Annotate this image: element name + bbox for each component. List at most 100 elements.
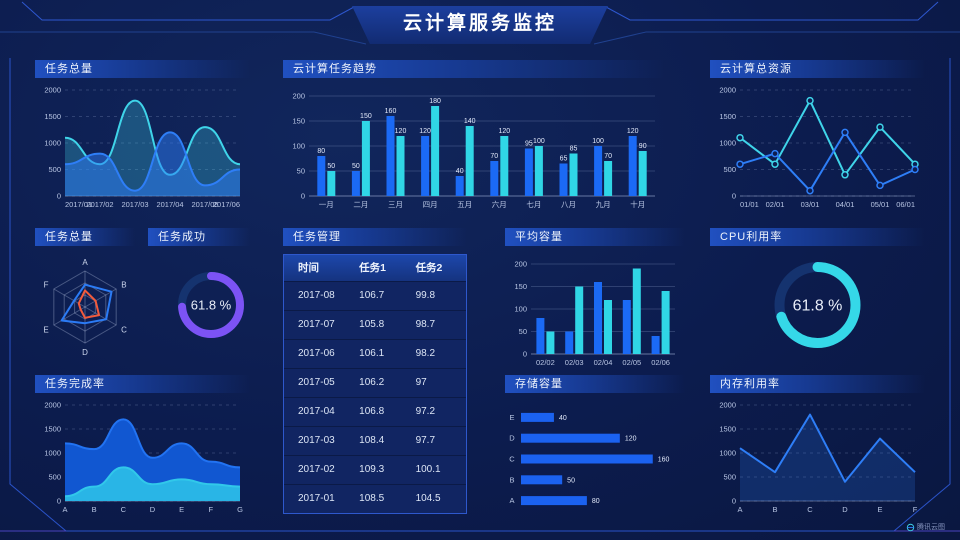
table-cell: 98.7 — [415, 319, 436, 330]
svg-text:1000: 1000 — [44, 449, 61, 458]
table-row: 2017-05 106.2 97 — [284, 368, 466, 397]
svg-text:61.8 %: 61.8 % — [191, 298, 232, 313]
panel-task-complete: 任务完成率 0 500 1000 1500 2000 A B C D E F G — [35, 375, 250, 515]
table-cell: 97 — [415, 377, 427, 388]
svg-text:0: 0 — [301, 192, 305, 201]
svg-text:150: 150 — [360, 113, 372, 120]
svg-text:02/02: 02/02 — [536, 358, 555, 367]
svg-text:八月: 八月 — [561, 200, 576, 209]
table-row: 2017-01 108.5 104.5 — [284, 484, 466, 513]
svg-text:2000: 2000 — [44, 401, 61, 410]
svg-text:100: 100 — [592, 138, 604, 145]
table-cell: 2017-03 — [298, 435, 335, 446]
svg-text:C: C — [807, 505, 813, 514]
svg-text:80: 80 — [317, 148, 325, 155]
svg-text:100: 100 — [292, 142, 305, 151]
svg-text:02/06: 02/06 — [651, 358, 670, 367]
table-cell: 2017-01 — [298, 493, 335, 504]
svg-text:F: F — [44, 281, 49, 290]
svg-text:2017/06: 2017/06 — [213, 200, 240, 209]
panel-header: 云计算任务趋势 — [283, 60, 665, 78]
tencent-cloud-logo-icon — [906, 523, 915, 531]
svg-text:150: 150 — [514, 282, 527, 291]
table-cell: 2017-05 — [298, 377, 335, 388]
svg-text:1500: 1500 — [44, 112, 61, 121]
panel-title: CPU利用率 — [720, 231, 783, 243]
svg-text:2000: 2000 — [719, 401, 736, 410]
table-cell: 2017-07 — [298, 319, 335, 330]
table-row: 2017-03 108.4 97.7 — [284, 426, 466, 455]
panel-task-success: 任务成功 61.8 % — [148, 228, 250, 368]
svg-text:B: B — [509, 475, 514, 484]
table-cell: 2017-04 — [298, 406, 335, 417]
task-trend-chart: 0 50 100 150 200 一月 二月 三月 四月 五月 六月 七月 八月 九月 十月 80 50 160 1… — [292, 92, 655, 209]
svg-text:120: 120 — [395, 128, 407, 135]
table-cell: 97.7 — [415, 435, 436, 446]
svg-text:D: D — [842, 505, 848, 514]
table-cell: 98.2 — [415, 348, 436, 359]
svg-text:500: 500 — [723, 473, 736, 482]
svg-text:500: 500 — [48, 473, 61, 482]
svg-text:03/01: 03/01 — [801, 200, 820, 209]
table-header-cell: 任务2 — [415, 262, 443, 274]
table-header-cell: 任务1 — [359, 262, 386, 274]
svg-text:七月: 七月 — [526, 200, 541, 209]
svg-text:500: 500 — [723, 165, 736, 174]
memory-chart: 0 500 1000 1500 2000 A B C D E F — [719, 401, 917, 515]
svg-text:40: 40 — [559, 415, 567, 422]
svg-text:三月: 三月 — [388, 200, 403, 209]
table-cell: 2017-06 — [298, 348, 335, 359]
svg-text:140: 140 — [464, 118, 476, 125]
svg-text:02/05: 02/05 — [622, 358, 641, 367]
svg-text:06/01: 06/01 — [896, 200, 915, 209]
svg-text:40: 40 — [456, 168, 464, 175]
svg-text:02/01: 02/01 — [766, 200, 785, 209]
svg-text:B: B — [772, 505, 777, 514]
panel-header: CPU利用率 — [710, 228, 925, 246]
svg-text:500: 500 — [48, 165, 61, 174]
table-row: 2017-06 106.1 98.2 — [284, 339, 466, 368]
svg-text:120: 120 — [498, 128, 510, 135]
svg-text:1000: 1000 — [44, 139, 61, 148]
panel-header: 内存利用率 — [710, 375, 925, 393]
table-cell: 104.5 — [415, 493, 441, 504]
table-cell: 106.2 — [359, 377, 385, 388]
table-cell: 99.8 — [415, 290, 436, 301]
panel-title: 平均容量 — [515, 231, 563, 243]
svg-text:0: 0 — [523, 350, 527, 359]
svg-text:2000: 2000 — [44, 86, 61, 95]
svg-text:1500: 1500 — [719, 112, 736, 121]
svg-text:05/01: 05/01 — [871, 200, 890, 209]
svg-text:D: D — [509, 434, 515, 443]
panel-title: 存储容量 — [515, 378, 563, 390]
table-row: 2017-04 106.8 97.2 — [284, 397, 466, 426]
svg-text:0: 0 — [732, 192, 736, 201]
svg-text:C: C — [121, 505, 127, 514]
svg-text:C: C — [509, 455, 515, 464]
panel-header: 存储容量 — [505, 375, 685, 393]
panel-title: 云计算总资源 — [720, 63, 792, 75]
svg-text:1000: 1000 — [719, 449, 736, 458]
panel-title: 云计算任务趋势 — [293, 63, 377, 75]
panel-header: 任务总量 — [35, 228, 135, 246]
title-banner — [352, 6, 608, 44]
svg-text:D: D — [82, 348, 88, 357]
table-header-cell: 时间 — [298, 262, 319, 274]
panel-cpu-usage: CPU利用率 61.8 % — [710, 228, 925, 368]
svg-text:0: 0 — [57, 192, 61, 201]
svg-text:B: B — [121, 281, 126, 290]
table-cell: 106.7 — [359, 290, 385, 301]
svg-text:F: F — [209, 505, 214, 514]
svg-text:1500: 1500 — [719, 425, 736, 434]
svg-text:2017/04: 2017/04 — [156, 200, 183, 209]
task-radar-chart: A B C D E F — [43, 258, 127, 357]
svg-text:61.8 %: 61.8 % — [793, 298, 843, 315]
panel-task-total-line: 任务总量 0 500 1000 1500 2000 2017/01 2017/02 2017/… — [35, 60, 250, 210]
svg-text:A: A — [82, 258, 88, 267]
svg-text:2017/02: 2017/02 — [86, 200, 113, 209]
table-cell: 106.1 — [359, 348, 385, 359]
table-cell: 2017-08 — [298, 290, 335, 301]
svg-text:50: 50 — [519, 327, 527, 336]
panel-title: 任务完成率 — [45, 378, 105, 390]
